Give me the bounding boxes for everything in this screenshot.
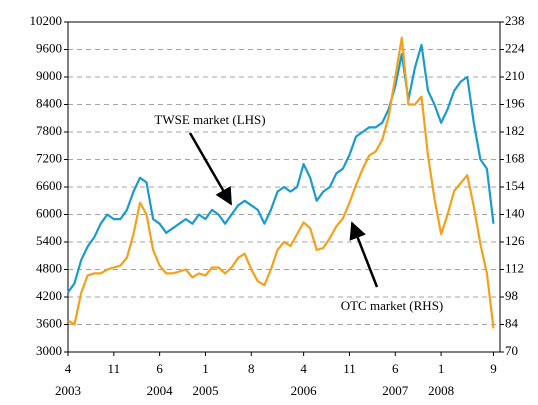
- arrow: [349, 221, 379, 288]
- y-tick-label: 10200: [30, 13, 63, 28]
- y2-tick-label: 238: [505, 13, 525, 28]
- y-tick-label: 3600: [36, 315, 62, 330]
- x-year-label: 2008: [428, 383, 454, 398]
- y2-tick-label: 112: [505, 260, 524, 275]
- x-year-label: 2007: [382, 383, 409, 398]
- series-line: [67, 43, 495, 294]
- y-tick-label: 9000: [36, 68, 62, 83]
- y-tick-label: 6600: [36, 178, 62, 193]
- y-tick-label: 9600: [36, 40, 62, 55]
- x-tick-label: 1: [438, 361, 445, 376]
- y2-tick-label: 84: [505, 315, 519, 330]
- y-tick-label: 4200: [36, 288, 62, 303]
- x-year-label: 2006: [291, 383, 318, 398]
- y-tick-label: 6000: [36, 205, 62, 220]
- x-tick-label: 1: [202, 361, 209, 376]
- annotation: TWSE market (LHS): [154, 112, 265, 127]
- x-tick-label: 8: [248, 361, 255, 376]
- x-tick-label: 11: [343, 361, 356, 376]
- x-tick-label: 6: [392, 361, 399, 376]
- y2-tick-label: 126: [505, 233, 525, 248]
- series-line: [67, 36, 495, 329]
- x-tick-label: 4: [300, 361, 307, 376]
- x-tick-label: 11: [108, 361, 121, 376]
- annotation: OTC market (RHS): [341, 298, 444, 313]
- x-tick-label: 9: [490, 361, 497, 376]
- y2-tick-label: 98: [505, 288, 518, 303]
- y-tick-label: 4800: [36, 260, 62, 275]
- y2-tick-label: 154: [505, 178, 525, 193]
- x-tick-label: 4: [65, 361, 72, 376]
- x-year-label: 2005: [192, 383, 218, 398]
- y-tick-label: 5400: [36, 233, 62, 248]
- y2-tick-label: 140: [505, 205, 525, 220]
- x-year-label: 2003: [55, 383, 81, 398]
- y-tick-label: 8400: [36, 95, 62, 110]
- y2-tick-label: 196: [505, 95, 525, 110]
- arrow: [188, 132, 233, 206]
- y2-tick-label: 210: [505, 68, 525, 83]
- y2-tick-label: 224: [505, 40, 525, 55]
- y2-tick-label: 168: [505, 150, 525, 165]
- y-tick-label: 3000: [36, 343, 62, 358]
- y2-tick-label: 70: [505, 343, 518, 358]
- y-tick-label: 7200: [36, 150, 62, 165]
- x-tick-label: 6: [156, 361, 163, 376]
- y-tick-label: 7800: [36, 123, 62, 138]
- y2-tick-label: 182: [505, 123, 525, 138]
- x-year-label: 2004: [147, 383, 174, 398]
